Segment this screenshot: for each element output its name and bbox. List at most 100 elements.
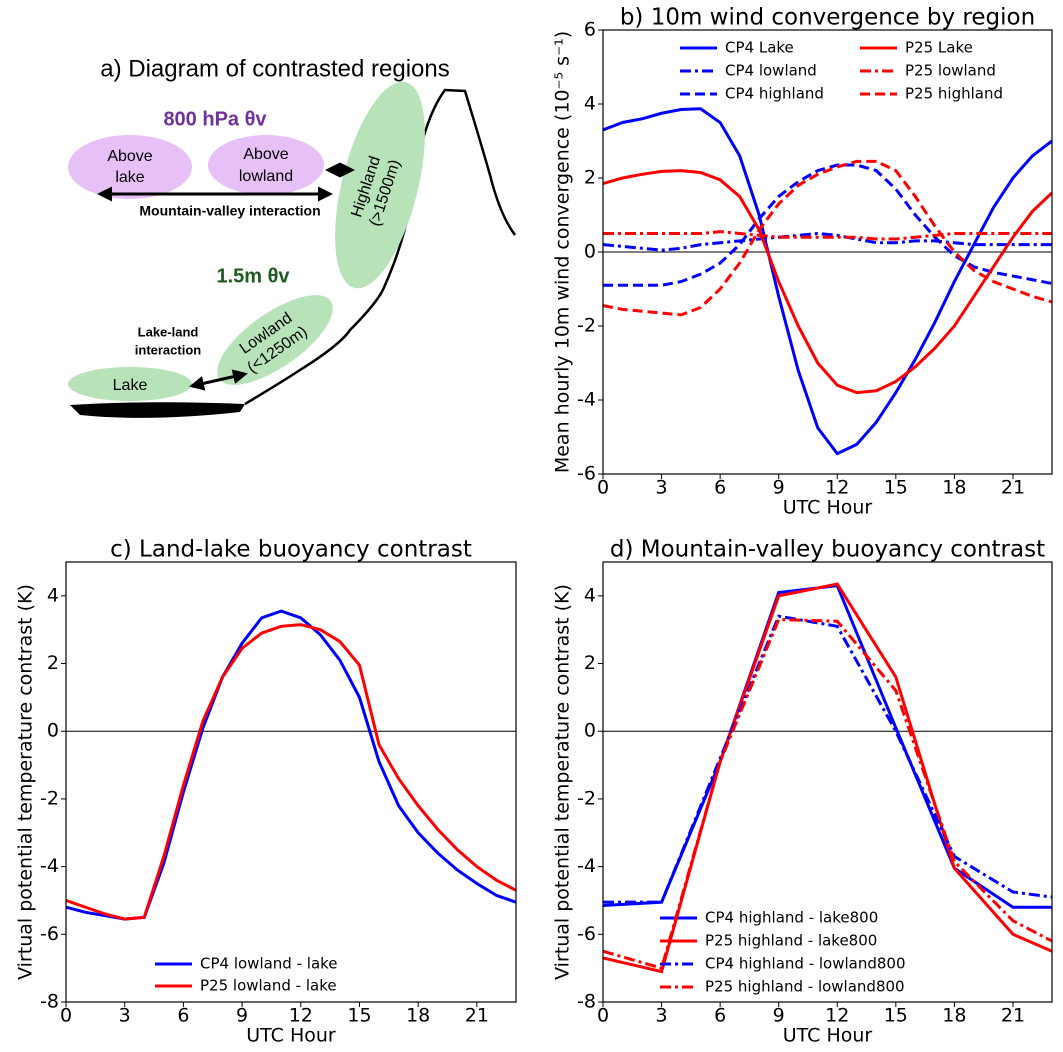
above-lowland-region bbox=[208, 135, 324, 195]
y-tick-label: 2 bbox=[47, 652, 59, 674]
plot-frame bbox=[602, 29, 1053, 475]
series-line bbox=[603, 107, 1052, 456]
y-tick-label: -6 bbox=[40, 923, 59, 945]
region-label: Above bbox=[243, 146, 288, 163]
y-axis-label: Virtual potential temperature contrast (… bbox=[552, 584, 574, 980]
series-line bbox=[603, 163, 1052, 287]
legend-label: P25 highland - lowland800 bbox=[705, 978, 905, 996]
x-tick-label: 0 bbox=[597, 477, 609, 499]
legend-label: CP4 lowland - lake bbox=[200, 955, 338, 973]
region-label: lake bbox=[115, 169, 144, 186]
x-tick-label: 9 bbox=[236, 1005, 248, 1027]
y-tick-label: 2 bbox=[584, 167, 596, 189]
y-axis-label: Virtual potential temperature contrast (… bbox=[15, 584, 37, 980]
y-tick-label: -6 bbox=[577, 923, 596, 945]
x-tick-label: 15 bbox=[347, 1005, 371, 1027]
x-tick-label: 3 bbox=[656, 477, 668, 499]
chart-title: b) 10m wind convergence by region bbox=[620, 5, 1035, 31]
x-tick-label: 9 bbox=[773, 1005, 785, 1027]
legend-label: P25 Lake bbox=[905, 39, 973, 57]
x-tick-label: 0 bbox=[60, 1005, 72, 1027]
highland-region bbox=[335, 81, 425, 289]
legend-label: P25 lowland - lake bbox=[200, 977, 337, 995]
series-line bbox=[66, 623, 516, 921]
legend-label: CP4 lowland bbox=[725, 62, 817, 80]
above-lake-region bbox=[68, 135, 192, 199]
legend-label: P25 highland bbox=[905, 85, 1003, 103]
y-tick-label: 6 bbox=[584, 19, 596, 41]
y-tick-label: -4 bbox=[577, 389, 596, 411]
x-tick-label: 21 bbox=[1001, 1005, 1025, 1027]
x-tick-label: 12 bbox=[825, 1005, 849, 1027]
interaction-label: interaction bbox=[135, 342, 202, 357]
x-axis-label: UTC Hour bbox=[246, 1025, 336, 1047]
x-tick-label: 15 bbox=[884, 1005, 908, 1027]
x-tick-label: 9 bbox=[773, 477, 785, 499]
series-line bbox=[603, 230, 1052, 241]
x-tick-label: 15 bbox=[884, 477, 908, 499]
y-tick-label: -4 bbox=[577, 855, 596, 877]
lower-label: 1.5m θv bbox=[216, 265, 290, 287]
y-tick-label: 2 bbox=[584, 652, 596, 674]
x-axis-label: UTC Hour bbox=[783, 1025, 873, 1047]
series-line bbox=[603, 169, 1052, 395]
x-tick-label: 21 bbox=[1001, 477, 1025, 499]
series-line bbox=[603, 582, 1052, 974]
x-tick-label: 6 bbox=[177, 1005, 189, 1027]
x-axis-label: UTC Hour bbox=[783, 497, 873, 519]
series-line bbox=[66, 609, 516, 921]
x-tick-label: 12 bbox=[289, 1005, 313, 1027]
x-tick-label: 21 bbox=[465, 1005, 489, 1027]
y-tick-label: -8 bbox=[40, 991, 59, 1013]
series-line bbox=[603, 584, 1052, 909]
y-tick-label: -8 bbox=[577, 991, 596, 1013]
legend-label: CP4 highland - lake800 bbox=[705, 909, 878, 927]
x-tick-label: 3 bbox=[119, 1005, 131, 1027]
lake-shape bbox=[70, 402, 245, 418]
x-tick-label: 18 bbox=[942, 1005, 966, 1027]
region-label: Above bbox=[107, 148, 152, 165]
y-tick-label: -6 bbox=[577, 463, 596, 485]
x-tick-label: 6 bbox=[714, 1005, 726, 1027]
legend-label: P25 lowland bbox=[905, 62, 996, 80]
chart-title: c) Land-lake buoyancy contrast bbox=[110, 537, 472, 563]
x-tick-label: 12 bbox=[825, 477, 849, 499]
legend-label: P25 highland - lake800 bbox=[705, 932, 877, 950]
lake-region bbox=[68, 367, 192, 401]
plot-frame bbox=[65, 561, 517, 1003]
series-line bbox=[603, 614, 1052, 904]
region-label: lowland bbox=[239, 168, 293, 185]
arrow bbox=[189, 369, 248, 391]
lowland-region bbox=[217, 295, 333, 385]
plot-frame bbox=[602, 561, 1053, 1003]
diagram: a) Diagram of contrasted regions 800 hPa… bbox=[68, 55, 517, 418]
interaction-label: Lake-land bbox=[138, 324, 199, 339]
legend-label: CP4 highland bbox=[725, 85, 824, 103]
region-label: Lake bbox=[113, 377, 148, 394]
y-tick-label: -2 bbox=[577, 315, 596, 337]
y-tick-label: 0 bbox=[47, 720, 59, 742]
upper-label: 800 hPa θv bbox=[163, 108, 267, 130]
legend-label: CP4 Lake bbox=[725, 39, 794, 57]
x-tick-label: 3 bbox=[656, 1005, 668, 1027]
x-tick-label: 0 bbox=[597, 1005, 609, 1027]
y-tick-label: -2 bbox=[40, 787, 59, 809]
y-tick-label: -4 bbox=[40, 855, 59, 877]
series-line bbox=[603, 231, 1052, 252]
series-line bbox=[603, 618, 1052, 971]
legend-label: CP4 highland - lowland800 bbox=[705, 955, 906, 973]
x-tick-label: 18 bbox=[942, 477, 966, 499]
y-tick-label: -2 bbox=[577, 787, 596, 809]
chart-title: d) Mountain-valley buoyancy contrast bbox=[610, 537, 1045, 563]
series-line bbox=[603, 159, 1052, 317]
diagram-title: a) Diagram of contrasted regions bbox=[100, 55, 450, 82]
interaction-label: Mountain-valley interaction bbox=[139, 203, 320, 219]
x-tick-label: 18 bbox=[406, 1005, 430, 1027]
y-tick-label: 0 bbox=[584, 720, 596, 742]
y-tick-label: 4 bbox=[584, 93, 596, 115]
y-tick-label: 4 bbox=[47, 584, 59, 606]
x-tick-label: 6 bbox=[714, 477, 726, 499]
y-axis-label: Mean hourly 10m wind convergence (10⁻⁵ s… bbox=[552, 31, 574, 473]
y-tick-label: 4 bbox=[584, 584, 596, 606]
